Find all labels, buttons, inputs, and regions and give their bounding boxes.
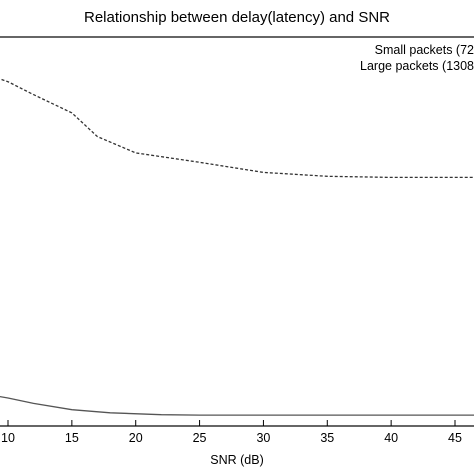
x-tick-label: 20 [129,431,143,445]
x-tick-label: 15 [65,431,79,445]
x-tick-label: 35 [320,431,334,445]
x-tick-label: 25 [193,431,207,445]
x-axis-ticks: 10 15 20 25 30 35 40 45 [1,420,462,445]
x-tick-label: 45 [448,431,462,445]
series-line-small-packets [0,395,474,416]
x-tick-label: 40 [384,431,398,445]
legend-label-small-packets: Small packets (72 [375,43,474,57]
plot-frame [0,36,474,427]
x-tick-label: 10 [1,431,15,445]
series-layer [0,78,474,416]
x-axis-label: SNR (dB) [210,453,263,467]
x-tick-label: 30 [256,431,270,445]
legend-label-large-packets: Large packets (1308 [360,59,474,73]
legend: Small packets (72 Large packets (1308 [360,43,474,73]
series-line-large-packets [0,78,474,179]
chart-title: Relationship between delay(latency) and … [84,9,390,26]
